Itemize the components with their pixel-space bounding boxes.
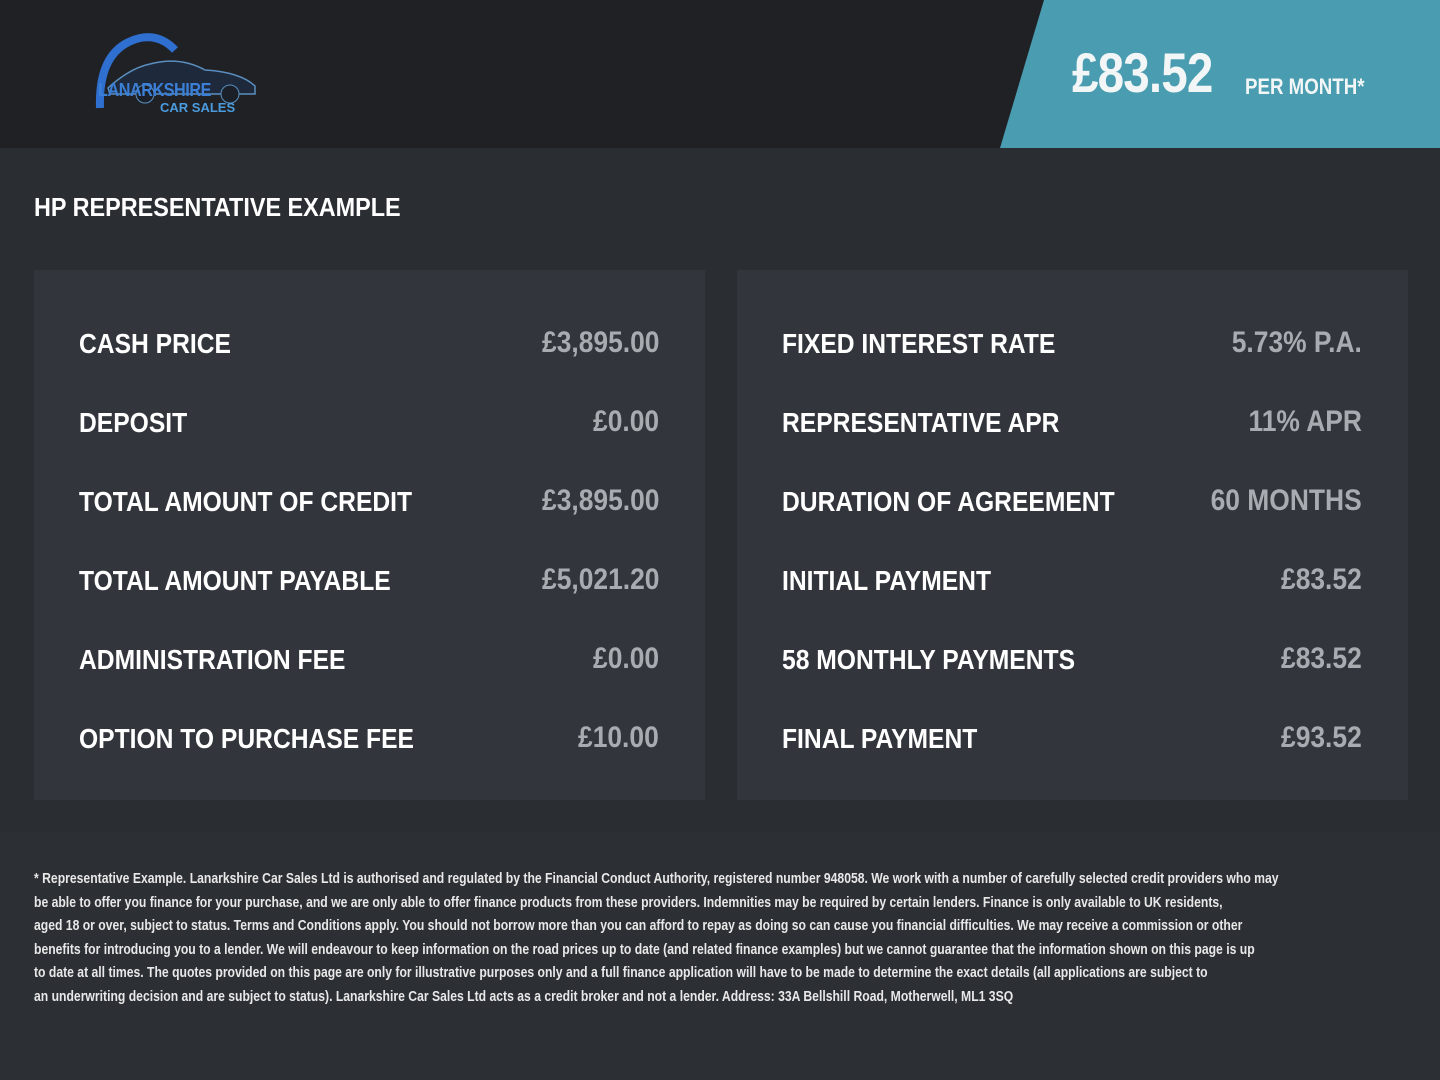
row-value: 5.73% P.A. [1231, 326, 1362, 359]
row-value: 11% APR [1248, 405, 1362, 438]
row-label: DURATION OF AGREEMENT [782, 486, 1115, 517]
row-value: £93.52 [1281, 721, 1362, 754]
car-logo-icon [95, 33, 256, 109]
finance-row: FIXED INTEREST RATE 5.73% P.A. [782, 326, 1362, 368]
disclaimer-line: be able to offer you finance for your pu… [34, 894, 1223, 911]
row-value: 60 MONTHS [1210, 484, 1362, 517]
row-value: £3,895.00 [541, 484, 659, 517]
row-label: FINAL PAYMENT [782, 723, 978, 754]
row-label: FIXED INTEREST RATE [782, 328, 1056, 359]
monthly-price-suffix: PER MONTH* [1245, 74, 1365, 99]
row-label: INITIAL PAYMENT [782, 565, 992, 596]
finance-panel-right: FIXED INTEREST RATE 5.73% P.A. REPRESENTA… [737, 270, 1408, 800]
disclaimer-text: * Representative Example. Lanarkshire Ca… [34, 868, 1440, 1010]
finance-panel-left: CASH PRICE £3,895.00 DEPOSIT £0.00 TOTAL A… [34, 270, 705, 800]
finance-row: FINAL PAYMENT £93.52 [782, 721, 1362, 763]
finance-row: OPTION TO PURCHASE FEE £10.00 [79, 721, 659, 763]
row-label: DEPOSIT [79, 407, 188, 438]
row-label: CASH PRICE [79, 328, 231, 359]
row-value: £0.00 [592, 405, 659, 438]
row-label: OPTION TO PURCHASE FEE [79, 723, 414, 754]
row-value: £10.00 [578, 721, 659, 754]
section-title: HP REPRESENTATIVE EXAMPLE [34, 192, 401, 222]
finance-row: TOTAL AMOUNT OF CREDIT £3,895.00 [79, 484, 659, 526]
finance-row: ADMINISTRATION FEE £0.00 [79, 642, 659, 684]
row-label: TOTAL AMOUNT OF CREDIT [79, 486, 413, 517]
finance-row: REPRESENTATIVE APR 11% APR [782, 405, 1362, 447]
logo-subtext: CAR SALES [160, 100, 236, 115]
row-value: £5,021.20 [541, 563, 659, 596]
disclaimer-line: aged 18 or over, subject to status. Term… [34, 918, 1243, 935]
company-logo: LANARKSHIRE CAR SALES [90, 28, 265, 123]
monthly-price-banner: £83.52 PER MONTH* [1000, 0, 1440, 148]
disclaimer-footer: * Representative Example. Lanarkshire Ca… [0, 832, 1440, 1080]
finance-row: TOTAL AMOUNT PAYABLE £5,021.20 [79, 563, 659, 605]
finance-row: DEPOSIT £0.00 [79, 405, 659, 447]
row-value: £83.52 [1281, 563, 1362, 596]
row-label: REPRESENTATIVE APR [782, 407, 1060, 438]
row-label: 58 MONTHLY PAYMENTS [782, 644, 1076, 675]
row-label: ADMINISTRATION FEE [79, 644, 346, 675]
row-value: £83.52 [1281, 642, 1362, 675]
finance-row: INITIAL PAYMENT £83.52 [782, 563, 1362, 605]
row-label: TOTAL AMOUNT PAYABLE [79, 565, 391, 596]
row-value: £0.00 [592, 642, 659, 675]
disclaimer-line: an underwriting decision and are subject… [34, 988, 1014, 1005]
row-value: £3,895.00 [541, 326, 659, 359]
finance-row: DURATION OF AGREEMENT 60 MONTHS [782, 484, 1362, 526]
monthly-price: £83.52 [1072, 41, 1213, 104]
finance-row: CASH PRICE £3,895.00 [79, 326, 659, 368]
finance-row: 58 MONTHLY PAYMENTS £83.52 [782, 642, 1362, 684]
disclaimer-line: to date at all times. The quotes provide… [34, 965, 1208, 982]
disclaimer-line: * Representative Example. Lanarkshire Ca… [34, 871, 1279, 887]
header: LANARKSHIRE CAR SALES £83.52 PER MONTH* [0, 0, 1440, 148]
disclaimer-line: benefits for introducing you to a lender… [34, 941, 1255, 958]
logo-text: LANARKSHIRE [98, 80, 211, 100]
